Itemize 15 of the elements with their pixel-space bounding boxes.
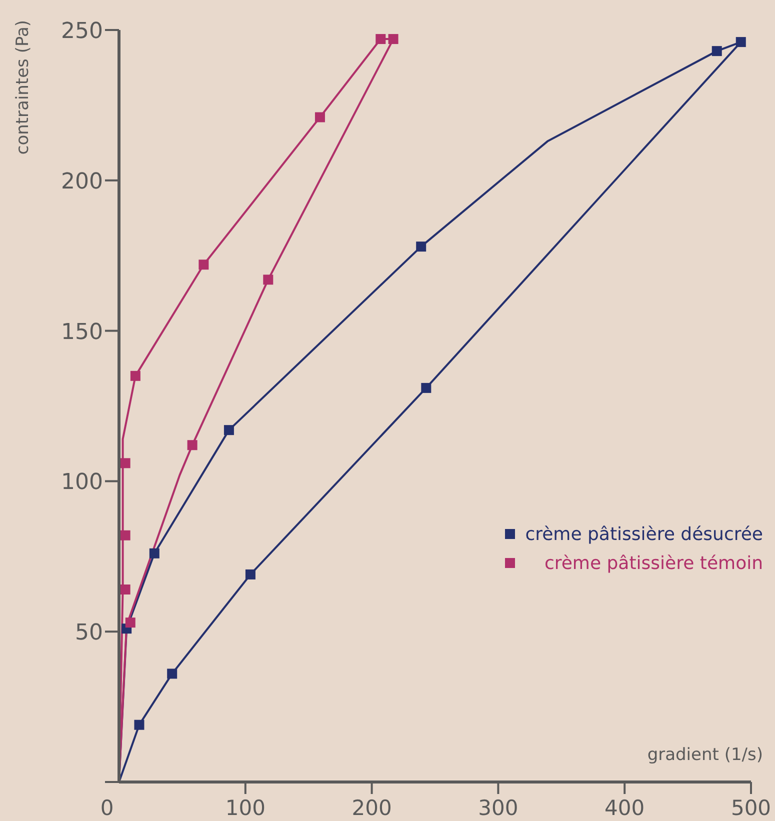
y-tick-label: 250: [61, 19, 103, 44]
x-tick-label: 300: [478, 796, 518, 820]
x-tick-label: 500: [730, 796, 772, 820]
y-axis-title: contraintes (Pa): [13, 20, 33, 155]
y-tick-label: 150: [61, 320, 103, 345]
x-tick-label: 400: [604, 796, 645, 820]
y-tick-label: 50: [75, 620, 103, 646]
x-tick-label: 100: [225, 796, 266, 820]
x-tick-label: 200: [352, 796, 392, 820]
y-tick-label: 200: [61, 169, 103, 194]
x-axis-title: gradient (1/s): [647, 745, 763, 765]
legend-label: crème pâtissière témoin: [544, 553, 763, 574]
legend-label: crème pâtissière désucrée: [525, 524, 763, 545]
x-tick-label: 0: [100, 796, 114, 820]
y-tick-label: 100: [61, 470, 103, 496]
